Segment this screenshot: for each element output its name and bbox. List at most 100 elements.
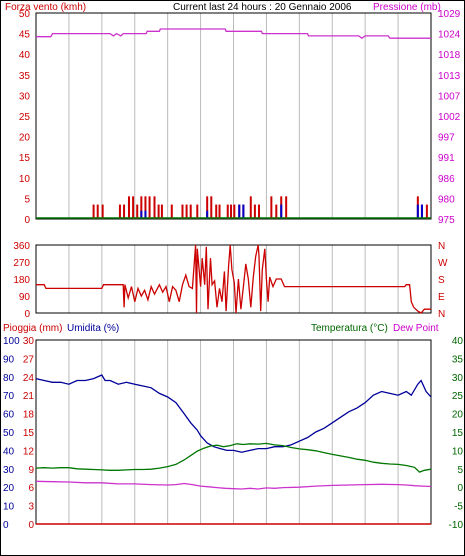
wind-gust-bar: [425, 204, 428, 219]
pressure-tick-label: 1024: [438, 30, 461, 41]
wind-gust-bar: [148, 196, 151, 219]
temperature-tick-label: 10: [452, 446, 464, 457]
pressure-tick-label: 1013: [438, 71, 461, 82]
wind-gust-bar: [92, 204, 95, 219]
wind-gust-bar: [118, 204, 121, 219]
wind-direction-tick-label: 360: [13, 241, 30, 252]
wind-gust-bar: [157, 204, 160, 219]
wind-gust-bar: [127, 196, 130, 219]
wind-gust-bar: [233, 204, 236, 219]
humidity-tick-label: 70: [3, 391, 15, 402]
temperature-tick-label: 5: [457, 465, 463, 476]
wind-gust-bar: [170, 204, 173, 219]
wind-direction-line: [36, 244, 431, 314]
wind-average-bar: [280, 204, 283, 219]
humidity-tick-label: 0: [3, 520, 9, 531]
wind-gust-bar: [230, 204, 233, 219]
pressure-tick-label: 975: [438, 215, 455, 226]
temperature-axis-title: Temperatura (°C): [311, 323, 388, 334]
wind-gust-bar: [226, 204, 229, 219]
rain-tick-label: 9: [28, 465, 34, 476]
wind-gust-bar: [185, 204, 188, 219]
wind-average-bar: [420, 204, 423, 219]
compass-tick-label: N: [438, 241, 445, 252]
wind-average-bar: [242, 204, 245, 219]
temperature-tick-label: 15: [452, 428, 464, 439]
humidity-line: [35, 374, 432, 453]
pressure-axis-title: Pressione (mb): [373, 2, 441, 13]
temperature-tick-label: -10: [449, 520, 464, 531]
wind-speed-tick-label: 40: [19, 50, 31, 61]
wind-average-bar: [416, 204, 419, 219]
pressure-tick-label: 986: [438, 174, 455, 185]
panel2-frame: [35, 244, 432, 314]
wind-speed-tick-label: 30: [19, 91, 31, 102]
wind-speed-tick-label: 35: [19, 71, 31, 82]
dew-point-line: [35, 480, 432, 490]
wind-gust-bar: [253, 204, 256, 219]
rain-tick-label: 3: [28, 502, 34, 513]
wind-speed-tick-label: 5: [24, 194, 30, 205]
wind-average-bar: [140, 210, 143, 219]
wind-direction-tick-label: 0: [24, 309, 30, 320]
wind-direction-tick-label: 270: [13, 258, 30, 269]
wind-gust-bar: [140, 196, 143, 219]
pressure-line: [36, 28, 431, 39]
wind-gust-bar: [123, 204, 126, 219]
humidity-tick-label: 90: [3, 354, 15, 365]
wind-direction-tick-label: 180: [13, 275, 30, 286]
compass-tick-label: S: [438, 275, 445, 286]
wind-gust-bar: [215, 204, 218, 219]
dew-point-axis-title: Dew Point: [393, 323, 439, 334]
humidity-tick-label: 100: [3, 336, 20, 347]
wind-gust-bar: [210, 196, 213, 219]
pressure-tick-label: 1007: [438, 91, 461, 102]
wind-gust-bar: [249, 196, 252, 219]
wind-speed-tick-label: 20: [19, 133, 31, 144]
wind-speed-tick-label: 25: [19, 112, 31, 123]
temperature-tick-label: 35: [452, 354, 464, 365]
compass-tick-label: E: [438, 292, 445, 303]
rain-tick-label: 18: [23, 410, 35, 421]
temperature-tick-label: -5: [454, 502, 463, 513]
wind-gust-bar: [96, 204, 99, 219]
wind-gust-bar: [181, 204, 184, 219]
pressure-tick-label: 980: [438, 194, 455, 205]
rain-tick-label: 30: [23, 336, 35, 347]
wind-gust-bar: [136, 204, 139, 219]
temperature-tick-label: 40: [452, 336, 464, 347]
wind-speed-tick-label: 50: [19, 9, 31, 20]
wind-average-bar: [206, 210, 209, 219]
wind-speed-tick-label: 15: [19, 153, 31, 164]
wind-gust-bar: [189, 204, 192, 219]
humidity-tick-label: 60: [3, 410, 15, 421]
wind-gust-bar: [153, 196, 156, 219]
rain-tick-label: 15: [23, 428, 35, 439]
compass-tick-label: W: [438, 258, 448, 269]
chart-title: Current last 24 hours : 20 Gennaio 2006: [173, 2, 352, 13]
wind-gust-bar: [218, 204, 221, 219]
rain-tick-label: 6: [28, 483, 34, 494]
humidity-tick-label: 20: [3, 483, 15, 494]
wind-speed-tick-label: 10: [19, 174, 31, 185]
pressure-tick-label: 1018: [438, 50, 461, 61]
compass-tick-label: N: [438, 309, 445, 320]
wind-gust-bar: [258, 204, 261, 219]
wind-gust-bar: [206, 196, 209, 219]
pressure-tick-label: 1029: [438, 9, 461, 20]
temperature-tick-label: 0: [457, 483, 463, 494]
rain-tick-label: 0: [28, 520, 34, 531]
wind-gust-bar: [132, 196, 135, 219]
temperature-line: [35, 442, 432, 473]
temperature-tick-label: 30: [452, 373, 464, 384]
pressure-tick-label: 1002: [438, 112, 461, 123]
temperature-tick-label: 25: [452, 391, 464, 402]
wind-gust-bar: [275, 204, 278, 219]
wind-gust-bar: [196, 204, 199, 219]
wind-gust-bar: [144, 196, 147, 219]
rain-tick-label: 12: [23, 446, 35, 457]
rain-tick-label: 24: [23, 373, 35, 384]
rain-axis-title: Pioggia (mm): [3, 323, 62, 334]
